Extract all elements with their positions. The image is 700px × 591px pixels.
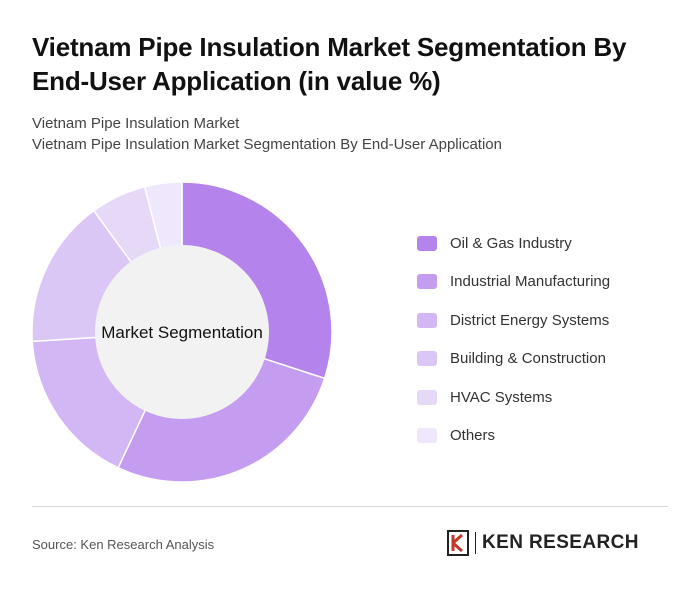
brand-mark: KEN RESEARCH	[447, 530, 639, 556]
donut-svg: Market Segmentation	[31, 181, 333, 483]
legend-item: Others	[417, 417, 687, 456]
subtitle-line-2: Vietnam Pipe Insulation Market Segmentat…	[32, 136, 502, 153]
donut-chart: Market Segmentation	[22, 172, 342, 492]
legend-swatch	[417, 235, 437, 251]
chart-legend: Oil & Gas Industry Industrial Manufacturi…	[417, 224, 687, 455]
legend-label: Oil & Gas Industry	[450, 234, 572, 252]
legend-item: District Energy Systems	[417, 301, 687, 340]
legend-item: Building & Construction	[417, 340, 687, 379]
legend-label: Industrial Manufacturing	[450, 273, 611, 291]
legend-swatch	[417, 389, 437, 405]
legend-swatch	[417, 274, 437, 290]
legend-label: Others	[450, 427, 496, 445]
legend-label: HVAC Systems	[450, 388, 553, 406]
subtitle-line-1: Vietnam Pipe Insulation Market	[32, 115, 240, 132]
legend-item: Industrial Manufacturing	[417, 263, 687, 302]
legend-item: Oil & Gas Industry	[417, 224, 687, 263]
legend-swatch	[417, 312, 437, 328]
footer-divider	[32, 506, 668, 507]
chart-title: Vietnam Pipe Insulation Market Segmentat…	[32, 32, 627, 96]
donut-hole	[95, 245, 269, 419]
brand-separator	[475, 532, 476, 554]
legend-swatch	[417, 351, 437, 367]
chart-subtitle: Vietnam Pipe Insulation Market Vietnam P…	[32, 113, 502, 155]
brand-name: KEN RESEARCH	[482, 532, 639, 553]
ken-research-k-logo-icon	[447, 530, 469, 556]
legend-swatch	[417, 428, 437, 444]
source-note: Source: Ken Research Analysis	[32, 537, 215, 552]
legend-label: District Energy Systems	[450, 311, 610, 329]
legend-item: HVAC Systems	[417, 378, 687, 417]
donut-center-label: Market Segmentation	[101, 323, 263, 342]
legend-label: Building & Construction	[450, 350, 606, 368]
